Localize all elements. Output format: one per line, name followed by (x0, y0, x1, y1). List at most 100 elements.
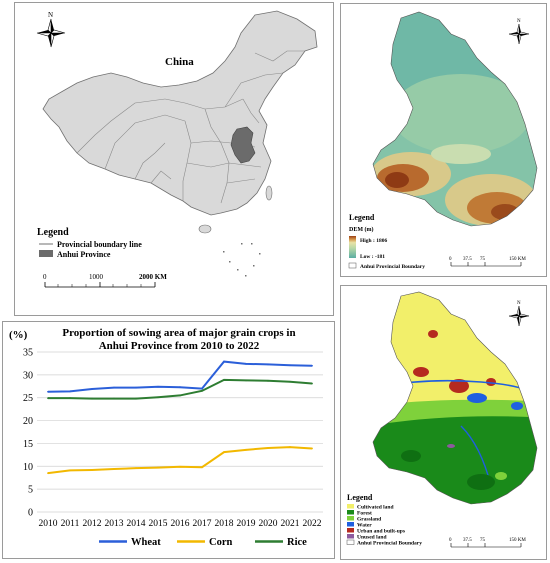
data-point-wheat (157, 385, 159, 388)
china-legend-item-boundary: Provincial boundary line (57, 240, 142, 249)
landuse-north-label: N (517, 301, 521, 306)
data-point-corn (91, 469, 93, 471)
dem-scale-tick-2: 75 (480, 257, 486, 262)
data-point-rice (223, 378, 225, 381)
landuse-map-panel: N Legend Cultivated land Forest Grassland W… (340, 285, 547, 560)
x-tick-label: 2020 (259, 519, 278, 529)
y-tick-label: 25 (23, 393, 33, 404)
data-point-corn (311, 447, 313, 450)
x-tick-label: 2016 (171, 519, 190, 529)
dem-north-arrow-icon: N (508, 19, 530, 45)
x-tick-label: 2017 (193, 519, 212, 529)
data-point-corn (157, 466, 159, 469)
landuse-north-arrow-icon: N (508, 301, 530, 327)
data-point-corn (179, 465, 181, 468)
landuse-boundary-swatch (346, 539, 355, 545)
y-tick-label: 30 (23, 370, 33, 381)
landuse-scale-tick-3: 150 KM (509, 538, 526, 543)
y-tick-label: 15 (23, 439, 33, 450)
data-point-corn (267, 447, 269, 449)
x-tick-label: 2013 (105, 519, 124, 529)
x-tick-label: 2015 (149, 519, 168, 529)
data-point-wheat (179, 386, 181, 389)
chart-gridlines (37, 351, 323, 513)
landuse-class-label: Cultivated land (357, 505, 394, 511)
landuse-anhui-outline (372, 291, 538, 505)
landuse-scale-tick-0: 0 (449, 538, 452, 543)
china-scale-bar: 0 1000 2000 KM (43, 273, 167, 288)
data-point-corn (135, 467, 137, 470)
north-label: N (48, 11, 53, 19)
hainan-island (198, 224, 212, 234)
landuse-class-label: Water (357, 523, 372, 529)
legend-label-corn: Corn (209, 537, 232, 548)
data-point-corn (245, 448, 247, 451)
landuse-class-label: Forest (357, 511, 372, 517)
data-point-wheat (135, 386, 137, 389)
y-tick-label: 20 (23, 416, 33, 427)
y-tick-label: 5 (28, 485, 33, 496)
landuse-legend: Cultivated landForestGrasslandWaterUrban… (346, 504, 422, 547)
dem-boundary-label: Anhui Provincial Boundary (360, 264, 425, 270)
taiwan-island (265, 185, 273, 201)
series-line-corn (47, 446, 313, 475)
x-tick-label: 2021 (281, 519, 300, 529)
data-point-wheat (69, 390, 71, 393)
north-arrow-icon: N (36, 11, 66, 48)
x-tick-label: 2011 (61, 519, 80, 529)
chart-ylabel: (%) (9, 329, 28, 341)
data-point-rice (245, 379, 247, 382)
china-legend-title: Legend (37, 227, 69, 238)
data-point-rice (47, 397, 49, 400)
anhui-province-highlight (230, 126, 256, 164)
dem-scale-bar: 0 37.5 75 150 KM (449, 257, 526, 267)
dem-raster (373, 12, 537, 226)
chart-series (47, 360, 313, 475)
data-point-rice (135, 397, 137, 400)
data-point-rice (289, 380, 291, 383)
data-point-rice (91, 397, 93, 400)
landuse-map-svg: N Legend Cultivated landForestGrasslandW… (346, 291, 538, 548)
data-point-rice (69, 397, 71, 400)
crop-chart-panel: Proportion of sowing area of major grain… (2, 321, 335, 559)
landuse-scale-bar: 0 37.5 75 150 KM (449, 538, 526, 548)
data-point-wheat (91, 388, 93, 390)
data-point-corn (201, 466, 203, 469)
landuse-swatch (347, 534, 354, 539)
landuse-class-label: Unused land (357, 535, 387, 541)
dem-anhui-outline (372, 11, 538, 227)
china-map-svg: N China (36, 10, 318, 288)
data-point-wheat (311, 364, 313, 367)
chart-x-ticks: 2010 2011 2012 2013 2014 2015 2016 2017 2018 2019… (39, 519, 322, 529)
crop-line-chart: Proportion of sowing area of major grain… (9, 327, 323, 548)
x-tick-label: 2018 (215, 519, 234, 529)
chart-title-line-2: Anhui Province from 2010 to 2022 (99, 340, 260, 352)
dem-map-panel: N Legend DEM (m) High : 1806 Low : -181 … (340, 3, 547, 277)
dem-low-label: Low : -181 (360, 254, 385, 260)
country-label: China (165, 56, 194, 68)
china-scale-tick-1: 1000 (89, 273, 104, 281)
china-land (42, 10, 318, 216)
y-tick-label: 35 (23, 348, 33, 359)
data-point-wheat (47, 390, 49, 393)
provincial-boundaries (76, 50, 305, 204)
data-point-corn (223, 451, 225, 454)
china-scale-tick-2: 2000 KM (139, 273, 167, 281)
dem-title: DEM (m) (349, 226, 374, 233)
dem-scale-tick-3: 150 KM (509, 257, 526, 262)
y-tick-label: 10 (23, 462, 33, 473)
y-tick-label: 0 (28, 508, 33, 519)
landuse-swatch (347, 522, 354, 527)
legend-label-wheat: Wheat (131, 537, 161, 548)
x-tick-label: 2022 (303, 519, 322, 529)
landuse-class-label: Grassland (357, 517, 381, 523)
landuse-scale-tick-1: 37.5 (463, 538, 472, 543)
dem-scale-tick-1: 37.5 (463, 257, 472, 262)
data-point-wheat (223, 360, 225, 363)
landuse-swatch (347, 504, 354, 509)
data-point-wheat (267, 363, 269, 366)
dem-scale-tick-0: 0 (449, 257, 452, 262)
data-point-rice (113, 397, 115, 400)
data-point-wheat (245, 362, 247, 365)
data-point-rice (157, 396, 159, 399)
